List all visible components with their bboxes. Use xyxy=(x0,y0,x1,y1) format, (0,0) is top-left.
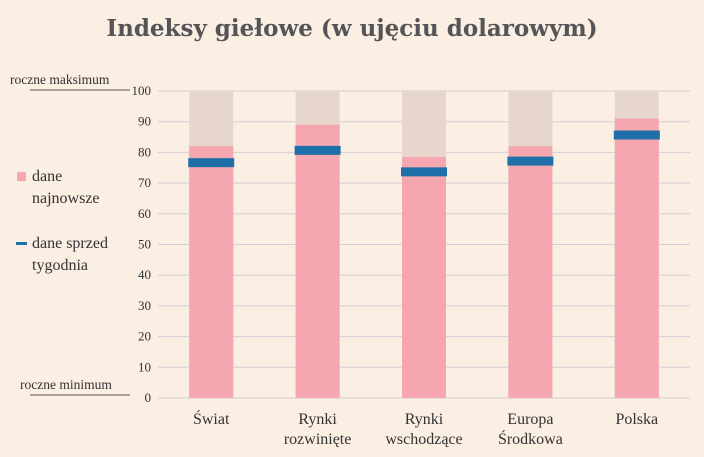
y-tick-label: 20 xyxy=(138,329,151,344)
legend: dane najnowsze dane sprzed tygodnia xyxy=(16,168,108,274)
y-tick-label: 90 xyxy=(138,114,151,129)
annual-min-label: roczne minimum xyxy=(20,377,112,392)
category-label: Rynki xyxy=(298,411,337,428)
y-tick-label: 10 xyxy=(138,359,151,374)
y-tick-label: 100 xyxy=(132,83,152,98)
marker-prior-week xyxy=(188,158,235,168)
bar-latest xyxy=(189,146,234,398)
bar-latest xyxy=(402,157,446,398)
range-labels: roczne maksimum roczne minimum xyxy=(10,72,130,396)
category-label: Świat xyxy=(193,409,230,428)
legend-label-latest: dane xyxy=(32,168,62,185)
marker-prior-week xyxy=(613,130,660,140)
legend-label-prior-week: dane sprzed xyxy=(32,235,108,252)
y-tick-label: 60 xyxy=(138,206,151,221)
annual-max-label: roczne maksimum xyxy=(10,72,110,87)
legend-marker-latest xyxy=(17,172,26,181)
category-label: Środkowa xyxy=(498,429,563,448)
y-tick-label: 50 xyxy=(138,237,151,252)
x-axis-labels: Świat Rynki rozwinięte Rynki wschodzące Europ… xyxy=(193,409,658,448)
category-label: Europa xyxy=(507,411,553,428)
legend-label-latest: najnowsze xyxy=(32,190,100,207)
marker-prior-week xyxy=(401,167,447,177)
bar-latest xyxy=(614,118,659,398)
chart-title: Indeksy giełowe (w ujęciu dolarowym) xyxy=(106,15,597,42)
marker-prior-week xyxy=(294,145,341,155)
y-tick-label: 80 xyxy=(138,144,151,159)
category-label: Polska xyxy=(615,411,658,428)
category-label: wschodzące xyxy=(385,431,462,448)
y-tick-label: 0 xyxy=(145,390,152,405)
bars xyxy=(188,91,660,399)
legend-marker-prior-week xyxy=(16,242,27,245)
category-label: rozwinięte xyxy=(284,431,352,448)
category-label: Rynki xyxy=(405,411,444,428)
y-tick-label: 70 xyxy=(138,175,151,190)
y-tick-label: 40 xyxy=(138,267,151,282)
bar-latest xyxy=(508,146,553,398)
y-axis-ticks: 0 10 20 30 40 50 60 70 80 90 100 xyxy=(132,83,152,405)
bar-latest xyxy=(295,124,340,399)
marker-prior-week xyxy=(507,156,554,166)
legend-label-prior-week: tygodnia xyxy=(32,257,88,274)
y-tick-label: 30 xyxy=(138,298,151,313)
